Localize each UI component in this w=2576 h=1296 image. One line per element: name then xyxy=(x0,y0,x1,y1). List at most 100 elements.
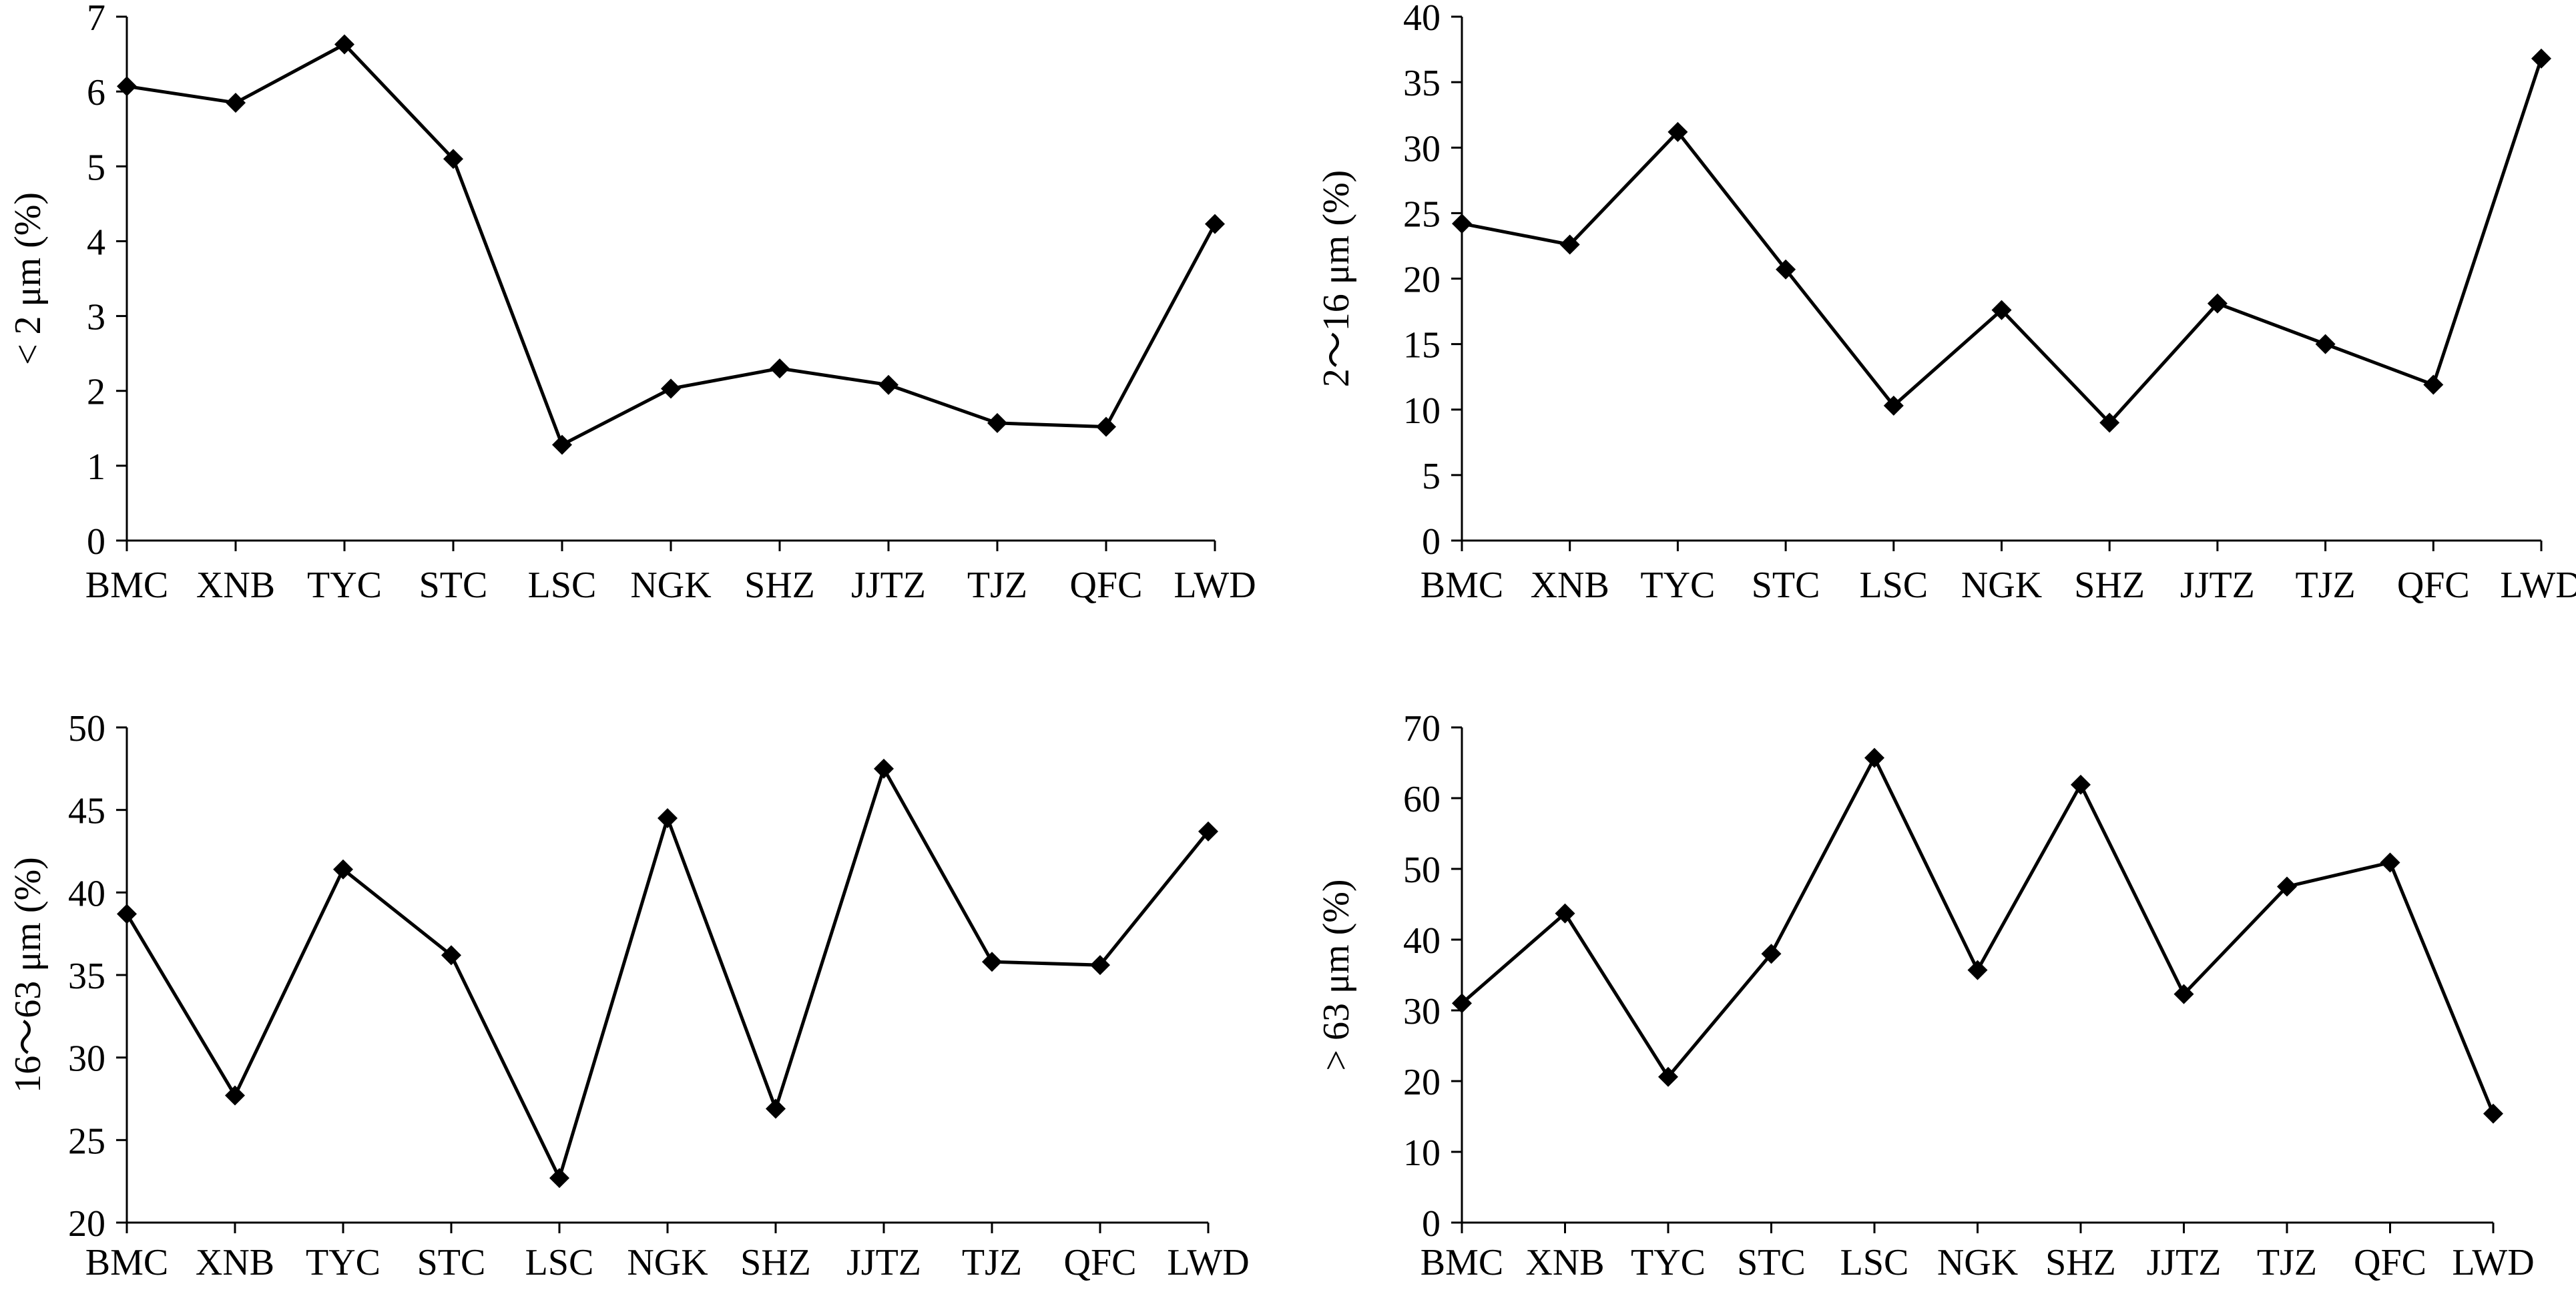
x-category-label: XNB xyxy=(1531,565,1609,606)
y-tick-label: 70 xyxy=(1403,708,1441,749)
x-category-label: SHZ xyxy=(2074,565,2145,606)
data-point-marker xyxy=(2277,876,2297,897)
chart-panel-2: 0 5 10 15 20 25 30 35 40 BMC XNB TYC STC LSC NGK SHZ JJT… xyxy=(1316,0,2576,606)
data-point-marker xyxy=(225,1085,245,1106)
x-category-label: NGK xyxy=(630,565,711,606)
x-category-label: QFC xyxy=(2397,565,2470,606)
data-point-marker xyxy=(1555,903,1575,924)
x-category-label: JJTZ xyxy=(2180,565,2255,606)
data-point-marker xyxy=(1667,121,1688,142)
y-tick-label: 4 xyxy=(87,222,105,263)
y-tick-label: 20 xyxy=(1403,260,1441,301)
y-tick-label: 10 xyxy=(1403,1132,1441,1174)
x-category-label: TJZ xyxy=(962,1242,1022,1283)
data-point-marker xyxy=(2173,984,2194,1004)
data-point-marker xyxy=(987,412,1007,433)
data-point-marker xyxy=(878,374,898,395)
y-tick-label: 20 xyxy=(68,1203,105,1245)
y-axis-title: 16～63 μm (%) xyxy=(7,857,49,1093)
y-axis-title: > 63 μm (%) xyxy=(1316,879,1357,1070)
data-point-marker xyxy=(658,808,678,829)
y-tick-label: 35 xyxy=(68,956,105,997)
y-tick-label: 0 xyxy=(1422,1203,1441,1245)
data-point-marker xyxy=(1991,300,2012,320)
data-point-marker xyxy=(1559,234,1580,255)
data-point-marker xyxy=(874,758,894,779)
data-point-marker xyxy=(334,34,354,55)
data-point-marker xyxy=(1452,214,1472,234)
data-point-marker xyxy=(1452,993,1472,1014)
x-category-label: TJZ xyxy=(2257,1242,2317,1283)
x-category-label: NGK xyxy=(1937,1242,2018,1283)
data-point-marker xyxy=(661,378,681,399)
x-category-label: TJZ xyxy=(967,565,1027,606)
data-point-marker xyxy=(443,149,463,170)
x-category-label: SHZ xyxy=(740,1242,811,1283)
chart-panel-4: 0 10 20 30 40 50 60 70 BMC XNB TYC STC LSC NGK SHZ JJTZ… xyxy=(1316,708,2535,1283)
x-category-label: LSC xyxy=(1859,565,1928,606)
y-tick-label: 0 xyxy=(1422,521,1441,563)
data-point-marker xyxy=(1205,214,1225,234)
y-tick-label: 20 xyxy=(1403,1062,1441,1103)
x-category-label: XNB xyxy=(196,565,275,606)
y-tick-label: 60 xyxy=(1403,779,1441,820)
x-category-label: SHZ xyxy=(2045,1242,2116,1283)
series-line xyxy=(1461,754,2495,1114)
y-tick-label: 30 xyxy=(1403,991,1441,1032)
x-category-label: LSC xyxy=(1840,1242,1909,1283)
y-tick-label: 6 xyxy=(87,72,105,113)
x-category-label: BMC xyxy=(1421,565,1504,606)
y-tick-label: 35 xyxy=(1403,63,1441,104)
data-point-marker xyxy=(226,92,246,113)
series-line xyxy=(125,764,1210,1183)
y-tick-label: 1 xyxy=(87,446,105,488)
data-point-marker xyxy=(549,1168,569,1189)
x-category-label: QFC xyxy=(1064,1242,1137,1283)
x-category-label: BMC xyxy=(85,565,169,606)
y-tick-label: 2 xyxy=(87,372,105,413)
y-axis-title: 2～16 μm (%) xyxy=(1316,170,1357,388)
x-category-label: LSC xyxy=(528,565,597,606)
x-category-label: QFC xyxy=(1070,565,1143,606)
y-tick-label: 10 xyxy=(1403,390,1441,432)
data-point-marker xyxy=(1776,259,1796,280)
x-category-label: LWD xyxy=(2452,1242,2534,1283)
data-point-marker xyxy=(2380,852,2400,873)
x-category-label: SHZ xyxy=(744,565,815,606)
x-category-label: STC xyxy=(417,1242,486,1283)
data-point-marker xyxy=(770,358,790,379)
data-point-marker xyxy=(982,952,1002,972)
y-tick-label: 15 xyxy=(1403,325,1441,366)
x-category-label: BMC xyxy=(1421,1242,1504,1283)
data-point-marker xyxy=(1090,955,1110,976)
x-category-label: XNB xyxy=(196,1242,274,1283)
x-category-label: LWD xyxy=(1167,1242,1249,1283)
x-category-label: BMC xyxy=(85,1242,169,1283)
x-category-label: LWD xyxy=(1174,565,1256,606)
data-point-marker xyxy=(1761,944,1782,964)
data-point-marker xyxy=(2071,774,2091,795)
data-point-marker xyxy=(117,76,137,97)
y-tick-label: 5 xyxy=(87,147,105,188)
data-point-marker xyxy=(2315,334,2336,354)
x-category-label: STC xyxy=(1752,565,1820,606)
y-tick-label: 5 xyxy=(1422,456,1441,497)
y-tick-label: 0 xyxy=(87,521,105,563)
y-tick-label: 7 xyxy=(87,0,105,39)
y-tick-label: 30 xyxy=(1403,128,1441,170)
x-category-label: NGK xyxy=(1961,565,2042,606)
data-point-marker xyxy=(1864,747,1884,768)
data-point-marker xyxy=(2531,48,2551,69)
x-category-label: NGK xyxy=(627,1242,708,1283)
data-point-marker xyxy=(2099,412,2120,433)
y-tick-label: 45 xyxy=(68,791,105,832)
y-tick-label: 30 xyxy=(68,1038,105,1080)
y-tick-label: 40 xyxy=(1403,0,1441,39)
x-category-label: JJTZ xyxy=(2147,1242,2222,1283)
data-point-marker xyxy=(333,859,353,880)
data-point-marker xyxy=(2423,374,2444,395)
y-tick-label: 25 xyxy=(68,1120,105,1162)
data-point-marker xyxy=(1883,395,1904,416)
data-point-marker xyxy=(2207,293,2228,314)
